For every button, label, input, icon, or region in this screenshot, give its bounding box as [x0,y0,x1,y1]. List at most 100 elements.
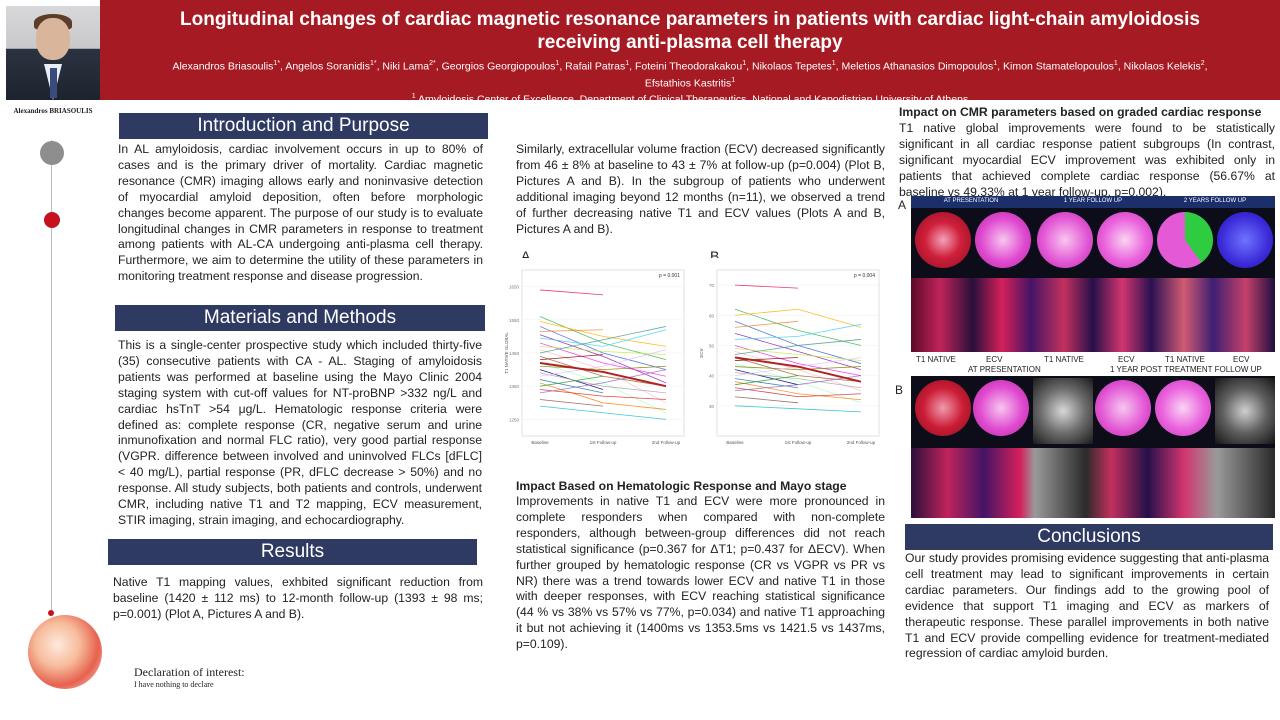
series-line [734,320,799,328]
series-line [734,375,862,392]
mri-a-header-1: AT PRESENTATION [943,198,999,204]
conclusions-heading: Conclusions [905,524,1273,550]
bullseye-t1-2y [1157,212,1213,268]
author-affiliation-sup: 1 [1113,60,1118,67]
results-paragraph: Native T1 mapping values, exhbited signi… [113,575,483,621]
y-tick-label: 1250 [509,417,520,422]
series-line [734,369,799,386]
mri-panel-b [911,376,1275,518]
series-line [539,399,604,407]
hema-paragraph: Improvements in native T1 and ECV were m… [516,494,885,652]
photo-face [36,18,70,60]
x-tick-label: 1st Follow-up [590,440,617,445]
bullseye-b-t1-baseline [915,380,971,436]
series-line [734,378,799,389]
series-line [539,329,604,332]
mri-a-label-5: T1 NATIVE [1165,355,1205,364]
author-affiliation-sup: 1* [369,60,377,67]
series-line [734,387,862,398]
mri-a-header-2: 1 YEAR FOLLOW UP [1063,198,1123,204]
author-affiliation-sup: 1 [993,60,998,67]
photo-tie [50,68,57,98]
author-affiliation-sup: 1 [625,60,630,67]
author-name: Alexandros Briasoulis [172,60,274,73]
author-name: Foteini Theodorakakou [635,60,743,73]
mri-a-label-4: ECV [1118,355,1135,364]
presenter-photo [6,6,100,100]
series-line [734,348,862,361]
bullseye-t1-1y [1037,212,1093,268]
series-line [539,379,604,394]
y-axis-label: ECV [699,348,704,357]
author-affiliation-sup: 1 [742,60,747,67]
x-tick-label: 2nd Follow-up [847,440,876,445]
declaration-text: I have nothing to declare [134,680,214,689]
author-affiliation-sup: 1 [831,60,836,67]
author-name: Efstathios Kastritis [644,77,732,89]
series-line [734,396,799,404]
mri-b-cine-strip [911,448,1275,518]
ecv-paragraph: Similarly, extracellular volume fraction… [516,142,885,236]
series-line [539,365,667,371]
author-name: Nikolaos Kelekis [1123,60,1201,73]
bullseye-b-t1-1y [1095,380,1151,436]
graded-heading: Impact on CMR parameters based on graded… [899,105,1262,119]
p-value-label: p = 0.004 [854,273,875,279]
declaration-title: Declaration of interest: [134,665,245,679]
plot-b-ecv: 30 40 50 60 70 Baseline 1st Follow-up 2nd Follo… [695,258,885,458]
author-name: Rafail Patras [565,60,626,73]
series-line [734,332,862,370]
y-tick-label: 1650 [509,285,520,290]
mri-b-lge-baseline [1033,378,1093,444]
series-line [734,381,862,401]
plot-a-t1-native: 1250 1350 1450 1550 1650 Baseline 1st Follow-u… [500,258,690,458]
series-line [734,375,799,386]
y-tick-label: 1450 [509,351,520,356]
affiliation-sup: 1 [411,93,416,100]
y-tick-label: 60 [709,313,715,318]
hema-heading: Impact Based on Hematologic Response and… [516,479,847,493]
bullseye-b-ecv-1y [1155,380,1211,436]
mri-a-label-6: ECV [1233,355,1250,364]
affiliation: 1 Amyloidosis Center of Excellence, Depa… [100,90,1280,107]
author-name: Meletios Athanasios Dimopoulos [841,60,994,73]
y-tick-label: 50 [709,343,715,348]
plot-a-letter: A [521,248,531,264]
bullseye-ecv-1y [1097,212,1153,268]
bullseye-b-ecv-baseline [973,380,1029,436]
series-line [539,316,667,361]
series-line [734,366,862,371]
mri-a-label-1: T1 NATIVE [916,355,956,364]
figure-panel-b-letter: B [895,383,904,397]
affiliation-text: Amyloidosis Center of Excellence, Depart… [418,93,969,106]
author-name: Kimon Stamatelopoulos [1003,60,1114,73]
series-line [539,389,667,400]
presenter-name: Alexandros BRIASOULIS [13,107,93,115]
series-line [734,308,862,328]
series-line [734,323,862,340]
mri-a-label-3: T1 NATIVE [1044,355,1084,364]
mri-a-header-bar [911,196,1275,208]
timeline-line [51,140,52,610]
series-line [734,339,862,355]
mri-b-header-right: 1 YEAR POST TREATMENT FOLLOW UP [1110,365,1262,374]
methods-heading: Materials and Methods [115,305,485,331]
mean-trend-line [539,361,667,388]
decorative-sphere [28,615,102,689]
y-tick-label: 1350 [509,384,520,389]
series-line [539,349,667,377]
series-line [734,284,799,289]
conclusions-paragraph: Our study provides promising evidence su… [905,551,1269,661]
mri-a-label-2: ECV [986,355,1003,364]
x-tick-label: Baseline [726,440,744,445]
author-name: Georgios Georgiopoulos [441,60,556,73]
series-line [734,405,862,413]
author-affiliation-sup: 2 [1200,60,1205,67]
series-line [539,326,667,370]
x-tick-label: 2nd Follow-up [652,440,681,445]
timeline-dot-small [48,610,54,616]
figure-panel-a-letter: A [898,198,907,212]
y-tick-label: 30 [709,404,715,409]
series-line [539,345,667,356]
author-name: Niki Lama [382,60,430,73]
